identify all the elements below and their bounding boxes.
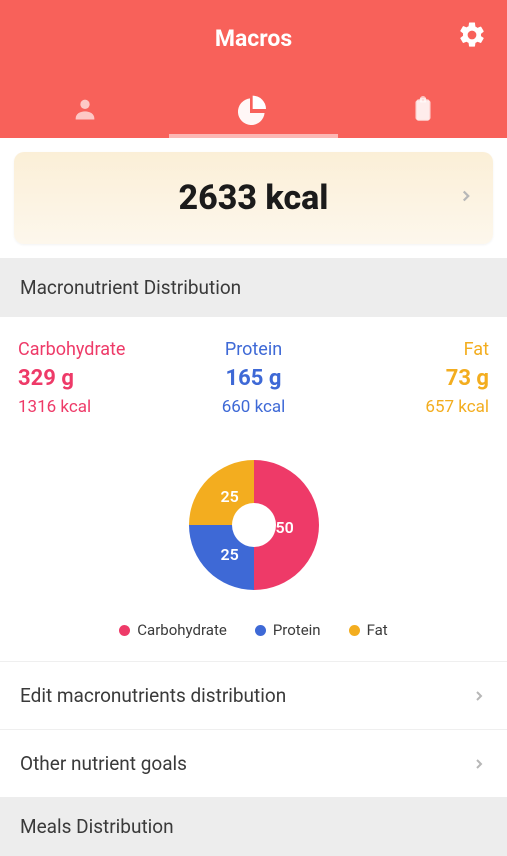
macro-carb: Carbohydrate 329 g 1316 kcal bbox=[18, 339, 175, 417]
macro-protein: Protein 165 g 660 kcal bbox=[175, 339, 332, 417]
chart-legend: Carbohydrate Protein Fat bbox=[0, 613, 507, 661]
tab-stats[interactable] bbox=[169, 80, 338, 138]
donut-slice-label: 25 bbox=[221, 487, 239, 506]
macro-carb-grams: 329 g bbox=[18, 366, 175, 391]
settings-button[interactable] bbox=[457, 20, 487, 54]
clipboard-icon bbox=[410, 96, 436, 122]
tab-bar bbox=[0, 80, 507, 138]
legend-dot bbox=[255, 625, 266, 636]
donut-slice-label: 50 bbox=[276, 518, 294, 537]
macro-protein-kcal: 660 kcal bbox=[175, 397, 332, 417]
row-edit-macros[interactable]: Edit macronutrients distribution bbox=[0, 661, 507, 729]
legend-dot bbox=[349, 625, 360, 636]
macro-fat-grams: 73 g bbox=[332, 366, 489, 391]
tab-log[interactable] bbox=[338, 80, 507, 138]
page-title: Macros bbox=[215, 25, 292, 52]
person-icon bbox=[71, 95, 99, 123]
calorie-summary-card[interactable]: 2633 kcal bbox=[14, 152, 493, 244]
row-label: Edit macronutrients distribution bbox=[20, 684, 286, 707]
legend-dot bbox=[119, 625, 130, 636]
macro-fat: Fat 73 g 657 kcal bbox=[332, 339, 489, 417]
section-meals-header: Meals Distribution bbox=[0, 797, 507, 856]
pie-icon bbox=[238, 93, 270, 125]
legend-item-protein: Protein bbox=[255, 621, 321, 639]
legend-item-carb: Carbohydrate bbox=[119, 621, 227, 639]
chevron-right-icon bbox=[471, 688, 487, 704]
row-label: Other nutrient goals bbox=[20, 752, 187, 775]
donut-slice-label: 25 bbox=[221, 545, 239, 564]
legend-label: Fat bbox=[367, 621, 388, 639]
macro-fat-name: Fat bbox=[332, 339, 489, 360]
chevron-right-icon bbox=[471, 756, 487, 772]
macro-carb-name: Carbohydrate bbox=[18, 339, 175, 360]
calorie-value: 2633 kcal bbox=[179, 178, 329, 218]
tab-indicator bbox=[169, 134, 338, 138]
macro-carb-kcal: 1316 kcal bbox=[18, 397, 175, 417]
tab-profile[interactable] bbox=[0, 80, 169, 138]
macro-donut-chart: 50 25 25 bbox=[184, 455, 324, 595]
macro-values-row: Carbohydrate 329 g 1316 kcal Protein 165… bbox=[0, 317, 507, 427]
macro-protein-name: Protein bbox=[175, 339, 332, 360]
macro-protein-grams: 165 g bbox=[175, 366, 332, 391]
section-macronutrient-header: Macronutrient Distribution bbox=[0, 258, 507, 317]
chevron-right-icon bbox=[457, 187, 475, 209]
row-other-goals[interactable]: Other nutrient goals bbox=[0, 729, 507, 797]
legend-item-fat: Fat bbox=[349, 621, 388, 639]
gear-icon bbox=[457, 20, 487, 50]
macro-fat-kcal: 657 kcal bbox=[332, 397, 489, 417]
legend-label: Carbohydrate bbox=[137, 621, 227, 639]
legend-label: Protein bbox=[273, 621, 321, 639]
